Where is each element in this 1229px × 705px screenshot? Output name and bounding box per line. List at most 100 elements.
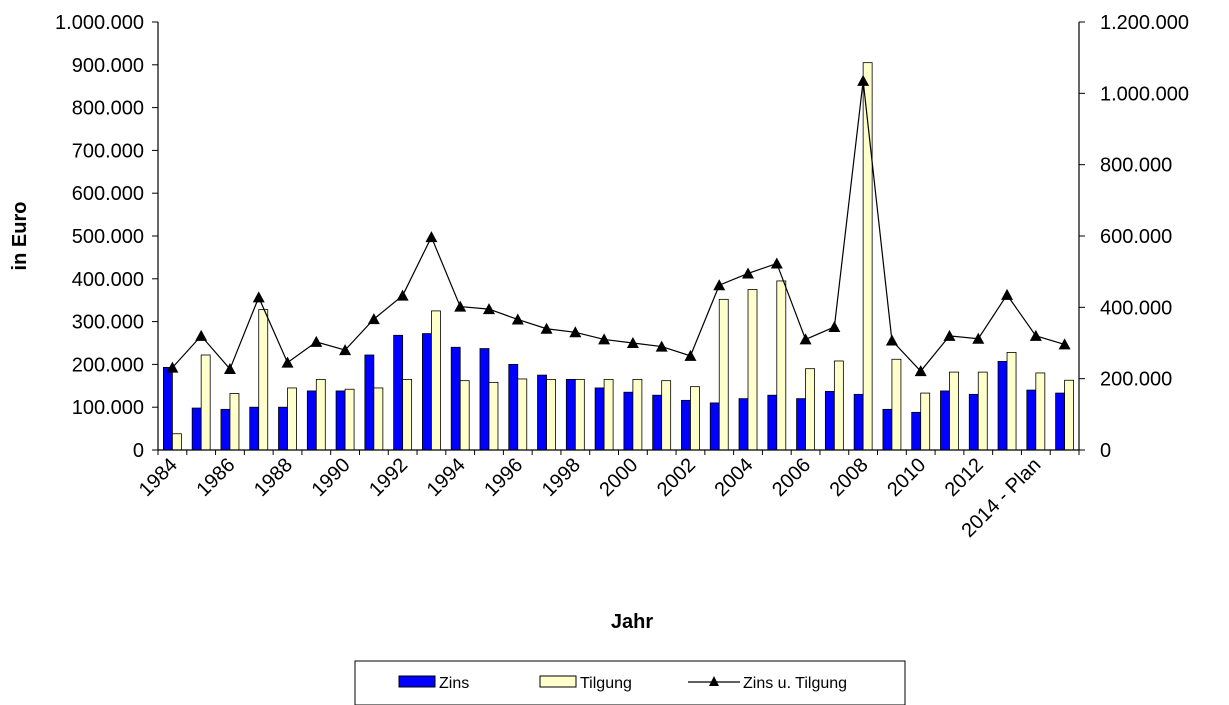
line-zins-tilgung: [171, 80, 1065, 373]
bar-tilgung: [517, 378, 528, 451]
bar-tilgung: [344, 388, 355, 451]
bar-zins: [911, 411, 922, 451]
bar-tilgung: [603, 378, 614, 451]
y2-tick-label: 200.000: [1100, 369, 1172, 391]
point-zins-tilgung: [799, 333, 812, 345]
point-zins-tilgung: [943, 329, 956, 341]
bar-zins: [335, 390, 346, 451]
bar-zins: [479, 348, 490, 451]
point-zins-tilgung: [1001, 288, 1014, 300]
point-zins-tilgung: [914, 365, 927, 377]
line-series-group: [166, 74, 1071, 377]
x-axis-title: Jahr: [611, 611, 653, 633]
y-tick-label: 300.000: [72, 312, 144, 334]
left-y-axis: 0 100.000 200.000 300.000 400.000 500.000 600.…: [55, 12, 158, 462]
point-zins-tilgung: [425, 231, 438, 243]
bar-tilgung: [718, 298, 729, 451]
y-tick-label: 800.000: [72, 98, 144, 120]
point-zins-tilgung: [684, 349, 697, 361]
bar-zins: [508, 363, 519, 451]
y2-tick-label: 800.000: [1100, 155, 1172, 177]
bar-zins: [940, 390, 950, 451]
point-zins-tilgung: [339, 344, 352, 356]
y2-tick-label: 0: [1100, 440, 1111, 462]
bar-zins: [767, 394, 778, 451]
bar-tilgung: [1006, 352, 1017, 451]
bar-tilgung: [833, 360, 844, 451]
bar-tilgung: [200, 354, 211, 451]
point-zins-tilgung: [569, 326, 582, 338]
bar-zins: [796, 398, 806, 451]
y2-tick-label: 400.000: [1100, 297, 1172, 319]
bar-tilgung: [488, 381, 499, 451]
y-tick-label: 0: [133, 440, 144, 462]
bar-tilgung: [171, 433, 182, 451]
bar-tilgung: [977, 371, 988, 451]
x-tick-label: 2010: [883, 454, 930, 501]
point-zins-tilgung: [598, 333, 611, 345]
y-tick-label: 400.000: [72, 269, 144, 291]
bar-zins: [652, 394, 663, 451]
right-y-axis: 0 200.000 400.000 600.000 800.000 1.000.000 1.…: [1079, 12, 1189, 462]
bar-tilgung: [891, 358, 902, 451]
x-tick-label: 1990: [308, 454, 355, 501]
bar-zins: [364, 354, 375, 451]
x-tick-label: 1994: [423, 454, 470, 501]
point-zins-tilgung: [367, 313, 380, 325]
bar-tilgung: [632, 378, 643, 451]
bar-tilgung: [805, 368, 815, 451]
x-axis: 1984 1986 1988 1990 1992 1994 1996 1998 2000 2002…: [135, 450, 1080, 542]
x-tick-label: 1992: [365, 454, 412, 501]
bar-zins: [1055, 392, 1066, 451]
bar-zins: [824, 390, 835, 451]
x-tick-label: 1988: [250, 454, 297, 501]
bar-series-group: [162, 62, 1075, 451]
point-zins-tilgung: [223, 363, 236, 375]
bar-zins: [249, 406, 260, 451]
bar-tilgung: [546, 378, 556, 451]
point-zins-tilgung: [742, 267, 755, 279]
y-tick-label: 500.000: [72, 226, 144, 248]
legend-marker-zins-tilgung: [709, 676, 719, 686]
x-tick-label: 2008: [826, 454, 873, 501]
bar-zins: [422, 333, 432, 451]
bar-zins: [623, 391, 634, 451]
point-zins-tilgung: [1058, 338, 1071, 350]
bar-zins: [537, 374, 547, 451]
point-zins-tilgung: [1029, 329, 1042, 341]
bar-zins: [1026, 389, 1037, 451]
bar-tilgung: [690, 386, 700, 451]
x-tick-label: 1996: [480, 454, 527, 501]
point-zins-tilgung: [857, 74, 870, 86]
y-axis-title: in Euro: [9, 202, 31, 271]
bar-zins: [278, 406, 288, 451]
point-zins-tilgung: [885, 334, 898, 346]
x-tick-label: 2002: [653, 454, 700, 501]
bar-zins: [162, 366, 173, 451]
bar-tilgung: [574, 378, 585, 451]
y-tick-label: 200.000: [72, 354, 144, 376]
bar-tilgung: [315, 378, 326, 451]
y-tick-label: 900.000: [72, 55, 144, 77]
point-zins-tilgung: [713, 279, 726, 291]
x-tick-label: 1986: [192, 454, 239, 501]
bar-zins: [393, 334, 404, 451]
bar-tilgung: [431, 310, 441, 451]
point-zins-tilgung: [655, 340, 668, 352]
bar-zins: [738, 398, 749, 451]
y2-tick-label: 1.000.000: [1100, 83, 1189, 105]
bar-zins: [306, 390, 317, 451]
bar-tilgung: [920, 392, 931, 451]
legend-label-tilgung: Tilgung: [580, 675, 632, 692]
bar-zins: [709, 402, 720, 451]
legend-swatch-tilgung: [539, 675, 577, 688]
point-zins-tilgung: [972, 332, 985, 344]
bar-tilgung: [402, 378, 413, 451]
x-tick-label: 2006: [768, 454, 815, 501]
bar-tilgung: [747, 289, 758, 451]
x-tick-label: 2004: [711, 454, 758, 501]
legend-frame: [354, 660, 906, 705]
x-tick-label: 2000: [595, 454, 642, 501]
legend-label-zins: Zins: [439, 675, 469, 692]
x-tick-label: 2012: [941, 454, 988, 501]
